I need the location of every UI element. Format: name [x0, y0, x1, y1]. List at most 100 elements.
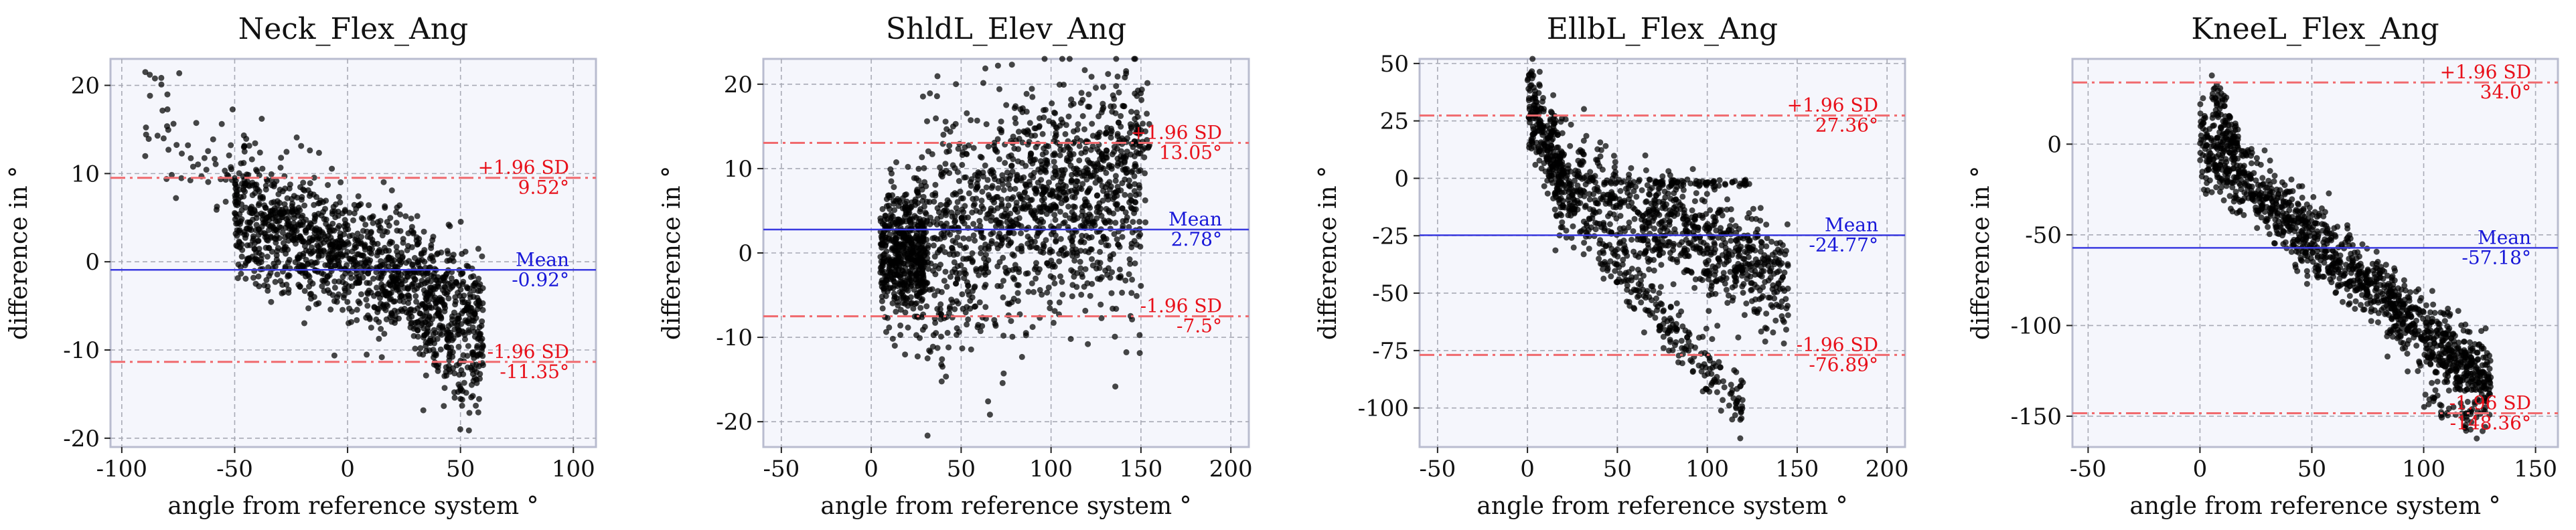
data-point: [1583, 132, 1590, 139]
data-point: [1075, 121, 1081, 128]
data-point: [937, 311, 944, 317]
data-point: [176, 70, 183, 76]
data-point: [293, 228, 300, 234]
data-point: [1028, 172, 1035, 179]
data-point: [1721, 384, 1728, 391]
data-point: [427, 264, 433, 270]
data-point: [1113, 306, 1120, 312]
data-point: [925, 259, 931, 266]
data-point: [1067, 146, 1073, 153]
data-point: [1103, 147, 1110, 154]
data-point: [400, 240, 406, 246]
data-point: [1726, 292, 1732, 299]
data-point: [1006, 153, 1012, 160]
data-point: [259, 212, 266, 219]
data-point: [1529, 131, 1536, 138]
data-point: [358, 291, 364, 298]
data-point: [1776, 268, 1783, 274]
data-point: [339, 279, 346, 286]
data-point: [443, 330, 450, 337]
data-point: [1671, 342, 1678, 349]
data-point: [1065, 158, 1072, 165]
data-point: [435, 296, 442, 302]
data-point: [426, 304, 433, 311]
data-point: [437, 346, 444, 353]
upper-loa-value: 27.36°: [1815, 114, 1878, 137]
data-point: [234, 243, 241, 250]
data-point: [253, 258, 260, 265]
data-point: [1613, 215, 1620, 222]
data-point: [431, 296, 437, 303]
data-point: [229, 106, 236, 112]
data-point: [891, 290, 897, 297]
data-point: [1623, 277, 1630, 283]
data-point: [965, 214, 971, 221]
data-point: [1602, 143, 1609, 149]
data-point: [1549, 157, 1556, 163]
data-point: [1133, 149, 1140, 155]
data-point: [940, 131, 947, 138]
data-point: [311, 175, 317, 181]
data-point: [1736, 395, 1742, 402]
data-point: [301, 320, 307, 327]
data-point: [1760, 293, 1766, 299]
data-point: [935, 209, 942, 215]
data-point: [1581, 240, 1588, 246]
data-point: [1563, 175, 1570, 181]
data-point: [1050, 225, 1057, 232]
data-point: [299, 238, 305, 245]
data-point: [354, 251, 361, 258]
data-point: [1078, 291, 1085, 298]
data-point: [972, 238, 978, 244]
x-axis-label: angle from reference system °: [820, 493, 1191, 520]
data-point: [1701, 198, 1708, 205]
data-point: [1580, 151, 1587, 158]
data-point: [1605, 228, 1612, 234]
data-point: [919, 93, 926, 100]
data-point: [959, 161, 966, 168]
data-point: [1723, 286, 1730, 293]
data-point: [360, 252, 367, 259]
data-point: [1734, 385, 1740, 392]
data-point: [1659, 219, 1665, 225]
data-point: [990, 173, 997, 179]
data-point: [988, 238, 995, 244]
data-point: [1580, 218, 1587, 225]
data-point: [923, 286, 929, 292]
data-point: [456, 371, 463, 378]
data-point: [362, 246, 368, 253]
data-point: [276, 224, 283, 230]
data-point: [1032, 156, 1039, 163]
data-point: [1087, 205, 1093, 211]
data-point: [943, 126, 950, 132]
data-point: [1699, 277, 1706, 283]
data-point: [1689, 359, 1695, 365]
data-point: [258, 224, 265, 230]
data-point: [883, 329, 889, 335]
data-point: [1739, 406, 1746, 412]
data-point: [1111, 144, 1118, 150]
data-point: [1685, 338, 1692, 345]
data-point: [970, 288, 976, 294]
x-tick-label: 100: [1029, 456, 1073, 482]
data-point: [1029, 86, 1035, 92]
data-point: [459, 280, 466, 287]
data-point: [376, 294, 383, 301]
data-point: [990, 207, 997, 214]
data-point: [1754, 284, 1760, 290]
data-point: [1606, 242, 1613, 248]
data-point: [1607, 179, 1614, 185]
data-point: [999, 172, 1006, 179]
data-point: [1616, 200, 1623, 206]
data-point: [1116, 274, 1122, 280]
data-point: [1670, 242, 1677, 249]
data-point: [982, 304, 989, 311]
data-point: [1122, 74, 1128, 81]
data-point: [1106, 179, 1113, 185]
data-point: [339, 306, 346, 313]
data-point: [988, 185, 995, 191]
data-point: [881, 279, 887, 286]
data-point: [431, 327, 437, 333]
data-point: [1144, 80, 1151, 86]
